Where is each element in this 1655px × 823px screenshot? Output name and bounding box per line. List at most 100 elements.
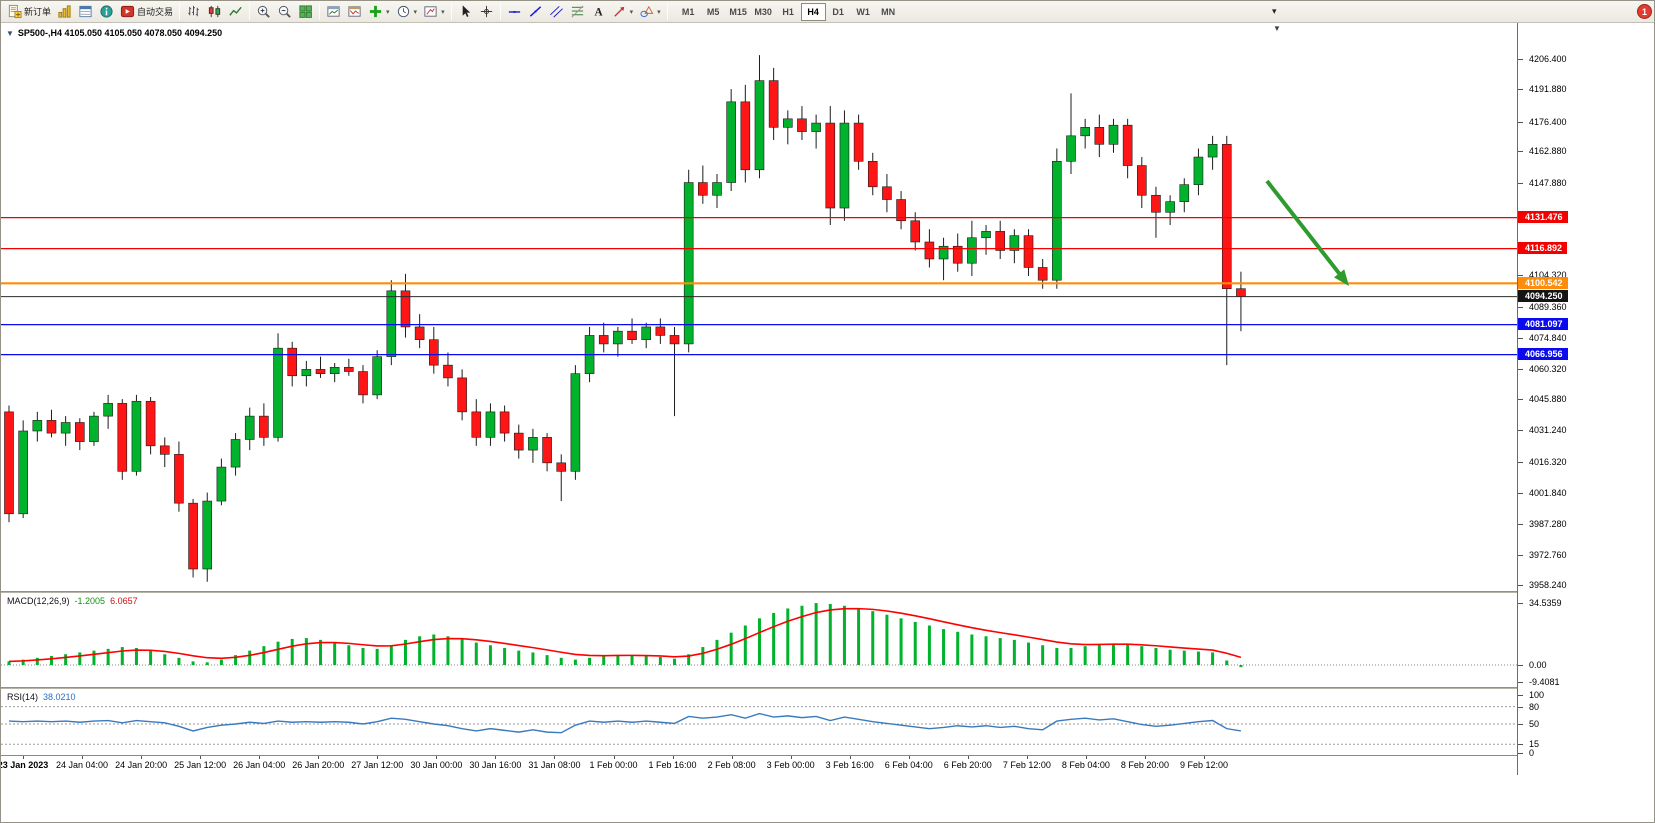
arrows-tool-button[interactable]: ▾ (609, 2, 637, 21)
toolbar: 新订单 自动交易 ▾ ▾ ▾ A ▾ ▾ M1 M5 M15 M30 H1 H4 D1 W1 MN (1, 1, 1654, 23)
price-scale-label: 4147.880 (1529, 177, 1567, 188)
candle-up (528, 437, 538, 451)
template-menu-button[interactable]: ▾ (420, 2, 448, 21)
cursor-icon (458, 4, 473, 19)
price-tag-4081.097: 4081.097 (1518, 318, 1568, 331)
candle-down (1037, 267, 1048, 281)
text-tool-button[interactable]: A (588, 2, 609, 21)
trendline-icon (528, 4, 543, 19)
panel-splitter[interactable] (1, 591, 1654, 593)
scale-tick (1518, 275, 1523, 277)
chart-shift-marker-icon[interactable]: ▼ (1273, 24, 1281, 33)
arrows-icon (612, 4, 627, 19)
macd-signal-value: 6.0657 (110, 596, 138, 606)
zoom-out-button[interactable] (274, 2, 295, 21)
time-tick (1026, 756, 1028, 759)
add-indicator-button[interactable]: ▾ (365, 2, 393, 21)
bar-chart-button[interactable] (183, 2, 204, 21)
candle-up (981, 231, 991, 239)
candle-down (471, 411, 482, 438)
candle-down (46, 420, 57, 434)
toolbar-overflow-chevron-icon[interactable]: ▾ (1272, 6, 1277, 16)
price-scale-label: 100 (1529, 690, 1545, 700)
candle-up (1080, 127, 1090, 137)
candle-down (867, 160, 878, 188)
channel-tool-button[interactable] (546, 2, 567, 21)
profile-window-button[interactable] (344, 2, 365, 21)
scale-tick (1518, 724, 1523, 725)
candle-down (1221, 144, 1232, 290)
price-scale-label: 4191.880 (1529, 84, 1567, 95)
time-axis-label: 1 Feb 00:00 (589, 760, 638, 770)
data-window-button[interactable] (96, 2, 117, 21)
indicator-window-button[interactable] (323, 2, 344, 21)
one-click-trading-arrow-icon[interactable]: ▼ (6, 29, 14, 38)
candlestick-chart-button[interactable] (204, 2, 225, 21)
scale-tick (1518, 492, 1523, 494)
candle-down (1122, 124, 1133, 166)
scale-tick (1518, 368, 1523, 370)
candle-down (4, 411, 14, 515)
price-scale-label: 15 (1529, 739, 1540, 750)
zoom-out-icon (277, 4, 292, 19)
time-axis-label: 31 Jan 08:00 (528, 760, 581, 770)
candle-down (655, 326, 666, 336)
timeframe-d1-button[interactable]: D1 (826, 3, 851, 21)
chart-window-button[interactable] (54, 2, 75, 21)
line-chart-button[interactable] (225, 2, 246, 21)
candle-down (598, 335, 609, 345)
auto-trading-button[interactable]: 自动交易 (117, 2, 176, 21)
timeframe-w1-button[interactable]: W1 (851, 3, 876, 21)
price-scale-label: 3958.240 (1529, 580, 1567, 591)
crosshair-tool-button[interactable] (476, 2, 497, 21)
time-axis[interactable]: 23 Jan 2023 24 Jan 04:00 24 Jan 20:00 25 Ja… (1, 755, 1518, 775)
scale-tick (1518, 554, 1523, 556)
template-icon (423, 4, 438, 19)
price-scale-label: 4206.400 (1529, 53, 1567, 64)
macd-histogram (7, 603, 1243, 668)
candle-up (1179, 184, 1190, 202)
new-order-button[interactable]: 新订单 (4, 2, 54, 21)
tile-windows-button[interactable] (295, 2, 316, 21)
panel-splitter[interactable] (1, 687, 1654, 689)
candle-down (287, 347, 298, 377)
cursor-tool-button[interactable] (455, 2, 476, 21)
candle-down (698, 182, 708, 196)
candle-up (485, 411, 496, 438)
macd-panel-canvas[interactable] (1, 593, 1518, 687)
rsi-indicator-label: RSI(14) 38.0210 (7, 692, 76, 702)
time-tick (1085, 756, 1087, 759)
price-scale[interactable]: 4206.400 4191.880 4176.400 4162.880 4147.880… (1517, 23, 1654, 775)
notification-badge[interactable]: 1 (1637, 4, 1652, 19)
price-tag-4116.892: 4116.892 (1518, 242, 1568, 255)
timeframe-m1-button[interactable]: M1 (676, 3, 701, 21)
period-menu-button[interactable]: ▾ (393, 2, 421, 21)
time-tick (613, 756, 615, 759)
rsi-panel-canvas[interactable] (1, 689, 1518, 755)
candle-up (1066, 135, 1076, 162)
timeframe-m15-button[interactable]: M15 (726, 3, 751, 21)
timeframe-m5-button[interactable]: M5 (701, 3, 726, 21)
hline-tool-button[interactable] (504, 2, 525, 21)
price-chart-canvas[interactable] (1, 23, 1518, 591)
shapes-tool-button[interactable]: ▾ (636, 2, 664, 21)
zoom-in-button[interactable] (253, 2, 274, 21)
candle-down (75, 422, 85, 442)
market-watch-button[interactable] (75, 2, 96, 21)
timeframe-h1-button[interactable]: H1 (776, 3, 801, 21)
toolbar-separator (450, 3, 452, 20)
trendline-tool-button[interactable] (525, 2, 546, 21)
timeframe-m30-button[interactable]: M30 (751, 3, 776, 21)
timeframe-h4-button[interactable]: H4 (800, 2, 826, 21)
scale-tick (1518, 523, 1523, 525)
candle-up (1193, 156, 1204, 185)
timeframe-mn-button[interactable]: MN (876, 3, 901, 21)
price-scale-label: 50 (1529, 719, 1540, 729)
hline-icon (507, 4, 522, 19)
fibonacci-tool-button[interactable] (567, 2, 588, 21)
candle-up (1165, 201, 1175, 213)
price-scale-label: 3987.280 (1529, 518, 1567, 529)
time-tick (731, 756, 733, 759)
dropdown-arrow-icon: ▾ (441, 8, 445, 16)
line-icon (228, 4, 243, 19)
